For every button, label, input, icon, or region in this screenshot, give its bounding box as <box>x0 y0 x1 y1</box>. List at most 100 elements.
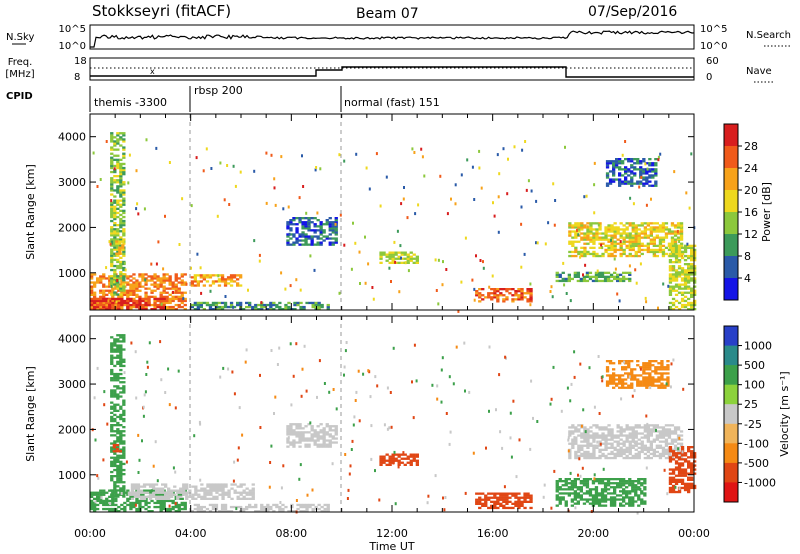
heatmap-cell-r9 <box>616 228 620 231</box>
heatmap-cell-r9 <box>661 240 666 243</box>
heatmap-cell-r5 <box>334 429 338 432</box>
heatmap-cell-r9 <box>670 224 675 227</box>
heatmap-speckle <box>103 403 106 407</box>
heatmap-cell-r0 <box>183 503 187 507</box>
heatmap-speckle <box>346 497 349 500</box>
heatmap-cell-r12 <box>690 267 694 270</box>
heatmap-cell-r9 <box>663 368 667 371</box>
heatmap-speckle <box>667 284 670 288</box>
heatmap-cell-r4 <box>214 274 219 277</box>
heatmap-cell-r0 <box>99 305 103 309</box>
heatmap-cell-r12 <box>668 305 673 309</box>
heatmap-cell-r8 <box>580 448 584 451</box>
heatmap-cell-r10 <box>622 271 626 274</box>
heatmap-cell-r2 <box>116 148 120 151</box>
heatmap-cell-r9 <box>607 226 611 229</box>
heatmap-cell-r5 <box>248 301 252 305</box>
heatmap-cell-r5 <box>295 435 299 438</box>
heatmap-cell-r0 <box>153 299 157 303</box>
heatmap-cell-r2 <box>119 170 123 174</box>
heatmap-cell-r8 <box>577 446 581 449</box>
heatmap-speckle <box>439 174 442 178</box>
heatmap-cell-r4 <box>311 510 315 513</box>
heatmap-cell-r5 <box>196 301 200 305</box>
heatmap-cell-r9 <box>583 236 587 239</box>
heatmap-cell-r6 <box>319 233 323 236</box>
heatmap-cell-r8 <box>604 456 608 460</box>
heatmap-cell-r6 <box>331 225 335 228</box>
heatmap-cell-r1 <box>113 468 117 472</box>
heatmap-cell-r9 <box>612 374 616 377</box>
heatmap-speckle <box>669 385 672 389</box>
heatmap-speckle <box>292 374 295 378</box>
heatmap-cell-r6 <box>328 229 332 232</box>
heatmap-cell-r9 <box>666 382 670 385</box>
heatmap-speckle <box>195 156 198 160</box>
heatmap-cell-r0 <box>180 501 184 505</box>
heatmap-cell-r9 <box>618 378 622 381</box>
heatmap-cell-r8 <box>661 452 666 456</box>
heatmap-speckle <box>688 206 691 210</box>
heatmap-cell-r0 <box>90 297 94 301</box>
heatmap-cell-r2 <box>119 191 123 194</box>
heatmap-cell-r1 <box>135 299 139 303</box>
heatmap-cell-r8 <box>574 450 578 454</box>
heatmap-cell-r12 <box>677 301 682 305</box>
heatmap-cell-r9 <box>645 368 649 371</box>
heatmap-cell-r8 <box>628 426 632 429</box>
heatmap-cell-r1 <box>119 387 123 390</box>
heatmap-cell-r11 <box>690 454 694 457</box>
heatmap-cell-r10 <box>558 480 562 483</box>
heatmap-cell-r9 <box>592 232 596 235</box>
heatmap-cell-r1 <box>144 303 148 307</box>
heatmap-cell-r12 <box>674 261 679 264</box>
heatmap-cell-r2 <box>119 264 123 268</box>
heatmap-speckle <box>436 384 439 388</box>
heatmap-cell-r8 <box>508 288 512 291</box>
heatmap-cell-r8 <box>634 426 638 429</box>
heatmap-cell-r4 <box>208 274 213 277</box>
heatmap-cell-r1 <box>122 442 126 445</box>
heatmap-cell-r10 <box>603 494 608 497</box>
heatmap-cell-r3 <box>236 485 240 488</box>
heatmap-cell-r9 <box>654 372 658 375</box>
heatmap-speckle <box>270 444 273 448</box>
heatmap-cell-r2 <box>110 248 114 251</box>
heatmap-cell-r4 <box>260 507 264 511</box>
heatmap-speckle <box>386 427 389 431</box>
heatmap-speckle <box>355 390 358 394</box>
heatmap-cell-r7 <box>487 506 491 510</box>
heatmap-cell-r9 <box>666 380 670 383</box>
heatmap-speckle <box>678 487 681 491</box>
heatmap-cell-r3 <box>203 491 207 494</box>
heatmap-cell-r9 <box>637 232 641 235</box>
heatmap-cell-r8 <box>667 454 672 458</box>
colorbar-frame <box>723 325 739 503</box>
heatmap-cell-r3 <box>121 244 125 247</box>
heatmap-cell-r11 <box>693 460 697 463</box>
heatmap-speckle <box>313 268 316 272</box>
heatmap-cell-r9 <box>621 366 625 369</box>
heatmap-cell-r6 <box>313 223 317 226</box>
heatmap-cell-r8 <box>664 456 669 460</box>
heatmap-cell-r9 <box>679 244 684 247</box>
heatmap-cell-r9 <box>660 382 664 385</box>
heatmap-speckle <box>403 186 405 189</box>
heatmap-cell-r9 <box>625 228 629 231</box>
heatmap-cell-r5 <box>313 443 317 446</box>
heatmap-cell-r1 <box>162 305 166 309</box>
heatmap-cell-r7 <box>493 496 497 499</box>
heatmap-cell-r12 <box>683 305 688 309</box>
heatmap-cell-r3 <box>127 493 132 496</box>
heatmap-cell-r5 <box>211 308 216 311</box>
heatmap-cell-r8 <box>676 434 681 437</box>
heatmap-speckle <box>503 485 506 489</box>
heatmap-speckle <box>202 169 205 173</box>
heatmap-cell-r2 <box>112 450 116 453</box>
heatmap-speckle <box>135 169 138 173</box>
heatmap-cell-r9 <box>639 366 643 369</box>
heatmap-cell-r2 <box>113 195 117 198</box>
heatmap-cell-r9 <box>580 254 584 258</box>
heatmap-speckle <box>567 436 570 440</box>
heatmap-cell-r10 <box>628 277 632 281</box>
